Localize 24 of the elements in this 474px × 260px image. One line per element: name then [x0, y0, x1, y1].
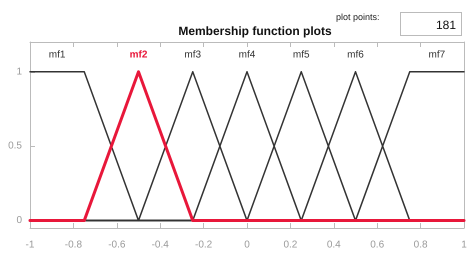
series-label: mf3: [184, 49, 202, 60]
y-tick-label: 0: [16, 215, 22, 226]
x-tick-label: -0.8: [64, 240, 82, 250]
series-label: mf5: [292, 49, 310, 60]
text-field: 181: [400, 12, 462, 36]
x-tick-label: 0.4: [326, 240, 342, 250]
x-tick-label: 1: [461, 240, 468, 250]
x-tick-label: -0.6: [108, 240, 126, 250]
x-tick-label: 0: [244, 240, 250, 250]
x-tick-label: 0.2: [283, 240, 298, 250]
series-label: mf6: [347, 49, 364, 60]
x-tick-label: 0.6: [370, 240, 385, 250]
x-tick-label: 0.8: [414, 240, 428, 250]
series-label: mf7: [428, 49, 446, 60]
series-label: mf2: [130, 49, 148, 60]
text: plot points:: [336, 12, 380, 22]
chart-title: Membership function plots: [178, 24, 332, 38]
series-label: mf1: [48, 49, 66, 60]
y-tick-label: 1: [16, 66, 22, 78]
y-tick-label: 0.5: [8, 140, 22, 152]
x-tick-label: -0.4: [152, 240, 170, 250]
x-tick-label: -1: [26, 240, 35, 250]
x-tick-label: -0.2: [194, 240, 213, 250]
series-label: mf4: [238, 49, 256, 60]
